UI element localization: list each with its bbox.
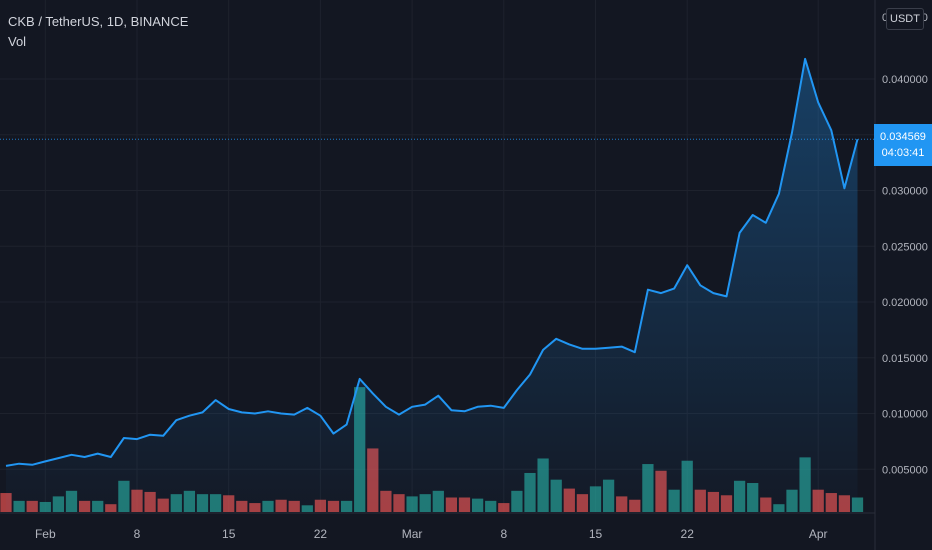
- currency-unit-button[interactable]: USDT: [886, 8, 924, 30]
- time-tick-label: 8: [500, 527, 507, 541]
- price-axis[interactable]: 0.005000 0.010000 0.015000 0.020000 0.025000…: [874, 0, 928, 550]
- price-tick-label: 0.025000: [882, 241, 928, 253]
- volume-legend-label[interactable]: Vol: [8, 34, 27, 49]
- time-tick-label: Mar: [402, 527, 423, 541]
- price-tick-label: 0.020000: [882, 297, 928, 309]
- time-tick-label: 8: [134, 527, 141, 541]
- chart-legend: CKB / TetherUS, 1D, BINANCE Vol: [8, 12, 188, 52]
- price-tick-label: 0.040000: [882, 74, 928, 86]
- price-area: [6, 58, 858, 513]
- last-price-value: 0.034569: [880, 131, 926, 143]
- bar-countdown: 04:03:41: [881, 147, 925, 159]
- time-tick-label: Feb: [35, 527, 56, 541]
- time-tick-label: 22: [314, 527, 328, 541]
- price-tick-label: 0.015000: [882, 353, 928, 365]
- time-axis[interactable]: Feb 8 15 22 Mar 8 15 22 Apr: [0, 512, 875, 541]
- time-tick-label: 22: [681, 527, 695, 541]
- price-tick-label: 0.005000: [882, 464, 928, 476]
- price-line: [5, 57, 859, 467]
- price-tick-label: 0.030000: [882, 186, 928, 198]
- symbol-title[interactable]: CKB / TetherUS, 1D, BINANCE: [8, 14, 189, 29]
- time-tick-label: 15: [222, 527, 236, 541]
- time-tick-label: Apr: [809, 527, 828, 541]
- time-tick-label: 15: [589, 527, 603, 541]
- price-tick-label: 0.010000: [882, 409, 928, 421]
- last-price-tag: 0.034569 04:03:41: [874, 124, 932, 166]
